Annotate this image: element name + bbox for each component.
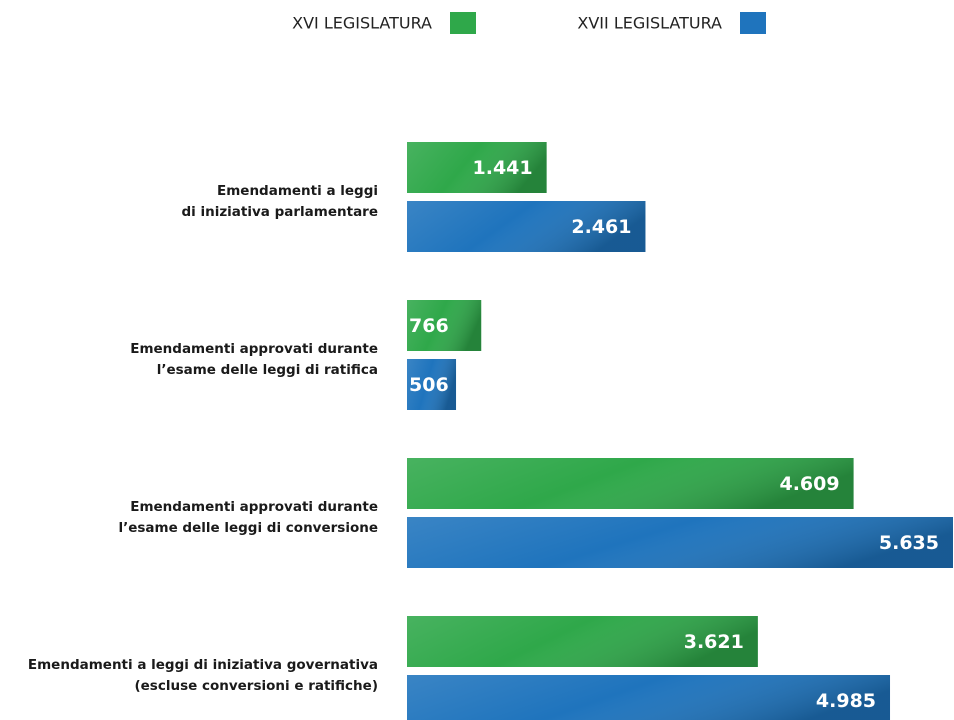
bar-shade bbox=[407, 616, 758, 667]
category-label: Emendamenti approvati durante bbox=[130, 341, 378, 357]
value-label: 766 bbox=[409, 315, 449, 337]
value-label: 2.461 bbox=[571, 216, 631, 238]
category-label: di iniziativa parlamentare bbox=[181, 204, 378, 220]
legend-swatch bbox=[740, 12, 766, 34]
value-label: 3.621 bbox=[684, 631, 744, 653]
bar-shade bbox=[407, 675, 891, 720]
value-label: 4.609 bbox=[779, 473, 839, 495]
category-label: Emendamenti a leggi di iniziativa govern… bbox=[28, 657, 378, 673]
category-label: Emendamenti a leggi bbox=[217, 183, 378, 199]
bar-shade bbox=[407, 300, 482, 351]
value-label: 5.635 bbox=[879, 532, 939, 554]
bar-shade bbox=[407, 458, 854, 509]
category-label: l’esame delle leggi di conversione bbox=[118, 520, 378, 536]
category-label: (escluse conversioni e ratifiche) bbox=[134, 678, 378, 694]
legend-swatch bbox=[450, 12, 476, 34]
value-label: 506 bbox=[409, 374, 449, 396]
bar-shade bbox=[407, 201, 646, 252]
legend-label: XVI LEGISLATURA bbox=[292, 14, 432, 33]
bar-shade bbox=[407, 142, 547, 193]
bar-shade bbox=[407, 359, 457, 410]
legend-label: XVII LEGISLATURA bbox=[577, 14, 722, 33]
value-label: 4.985 bbox=[816, 690, 876, 712]
bar-shade bbox=[407, 517, 953, 568]
value-label: 1.441 bbox=[473, 157, 533, 179]
category-label: Emendamenti approvati durante bbox=[130, 499, 378, 515]
category-label: l’esame delle leggi di ratifica bbox=[157, 362, 378, 378]
